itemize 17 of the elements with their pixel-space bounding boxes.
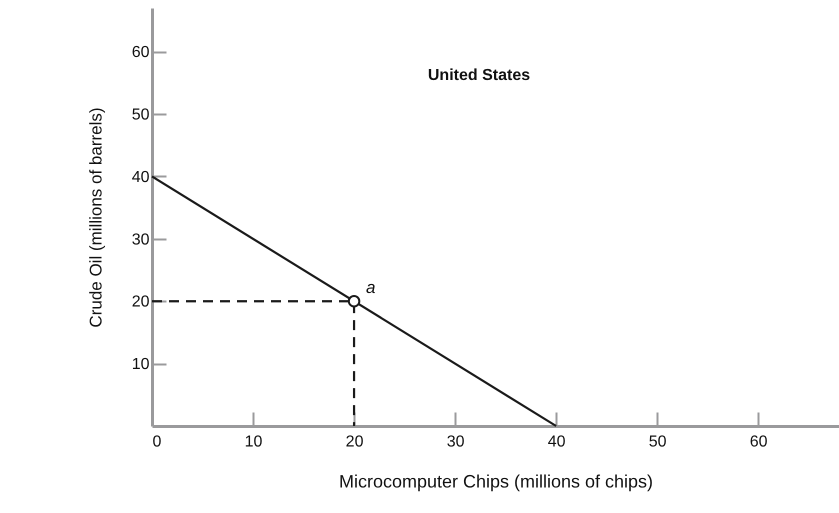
annotation: a — [366, 278, 376, 298]
x-tick-label: 30 — [446, 434, 465, 450]
x-tick-label: 10 — [244, 434, 263, 450]
x-tick-label: 20 — [346, 434, 364, 450]
y-tick-label: 40 — [132, 168, 150, 186]
y-tick-label: 60 — [132, 44, 150, 62]
x-tick-label: 40 — [548, 434, 566, 450]
y-axis-title: Crude Oil (millions of barrels) — [86, 107, 106, 328]
x-axis-title: Microcomputer Chips (millions of chips) — [338, 472, 654, 492]
text: United States — [428, 67, 530, 84]
x-tick-label: 0 — [152, 434, 162, 450]
y-tick-label: 50 — [132, 106, 150, 124]
y-tick-label: 10 — [132, 356, 150, 374]
x-tick-label: 60 — [750, 434, 768, 450]
x-tick-label: 50 — [648, 434, 667, 450]
y-tick-label: 30 — [132, 231, 150, 248]
y-tick-label: 20 — [132, 294, 150, 311]
